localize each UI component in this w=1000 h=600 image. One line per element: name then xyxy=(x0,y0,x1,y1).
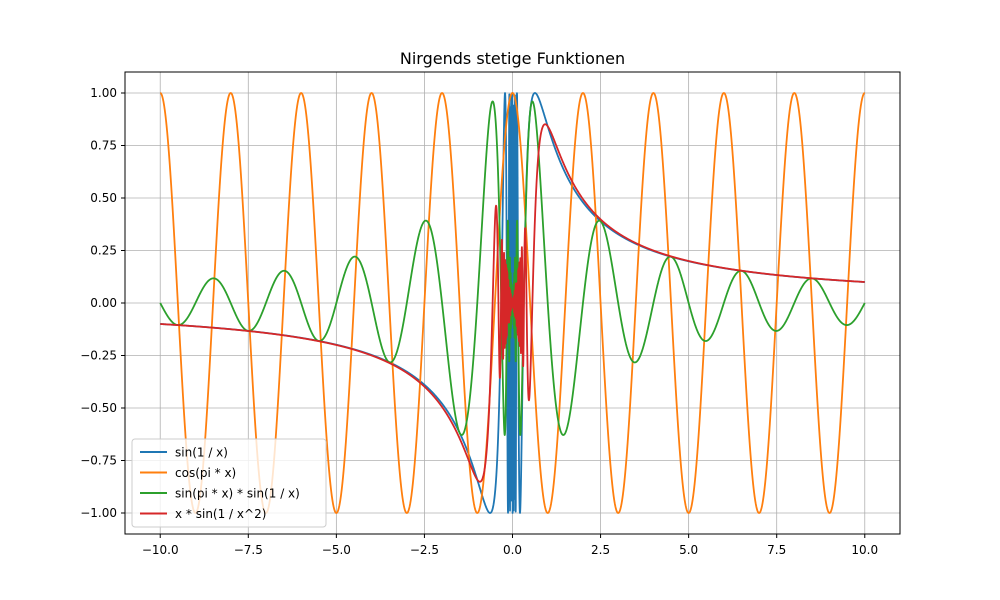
x-tick-label: −2.5 xyxy=(410,543,439,557)
y-tick-label: 0.00 xyxy=(90,296,117,310)
x-tick-label: 2.5 xyxy=(591,543,610,557)
legend-box xyxy=(131,438,327,528)
legend-label: cos(pi * x) xyxy=(175,466,236,480)
legend-label: sin(1 / x) xyxy=(175,446,228,460)
x-tick-label: 5.0 xyxy=(679,543,698,557)
y-tick-label: 0.75 xyxy=(90,139,117,153)
y-tick-label: 1.00 xyxy=(90,86,117,100)
chart-title: Nirgends stetige Funktionen xyxy=(400,49,625,68)
y-tick-label: −0.25 xyxy=(80,349,117,363)
y-tick-label: −0.50 xyxy=(80,401,117,415)
series-group xyxy=(159,92,866,514)
x-tick-label: −10.0 xyxy=(142,543,179,557)
y-tick-label: −1.00 xyxy=(80,506,117,520)
x-tick-label: 7.5 xyxy=(767,543,786,557)
y-axis: −1.00 −0.75 −0.50 −0.25 0.00 0.25 0.50 0.75 1.00 xyxy=(80,86,125,520)
x-tick-label: 0.0 xyxy=(503,543,522,557)
x-axis: −10.0 −7.5 −5.0 −2.5 0.0 2.5 5.0 7.5 10.0 xyxy=(142,534,878,557)
y-tick-label: −0.75 xyxy=(80,454,117,468)
y-tick-label: 0.25 xyxy=(90,244,117,258)
x-tick-label: 10.0 xyxy=(851,543,878,557)
x-tick-label: −5.0 xyxy=(322,543,351,557)
series-line-4 xyxy=(159,123,866,483)
legend: sin(1 / x) cos(pi * x) sin(pi * x) * sin(1… xyxy=(131,438,327,528)
x-tick-label: −7.5 xyxy=(234,543,263,557)
series-line-2 xyxy=(159,92,866,514)
legend-label: sin(pi * x) * sin(1 / x) xyxy=(175,487,300,501)
y-tick-label: 0.50 xyxy=(90,191,117,205)
legend-label: x * sin(1 / x^2) xyxy=(175,507,266,521)
